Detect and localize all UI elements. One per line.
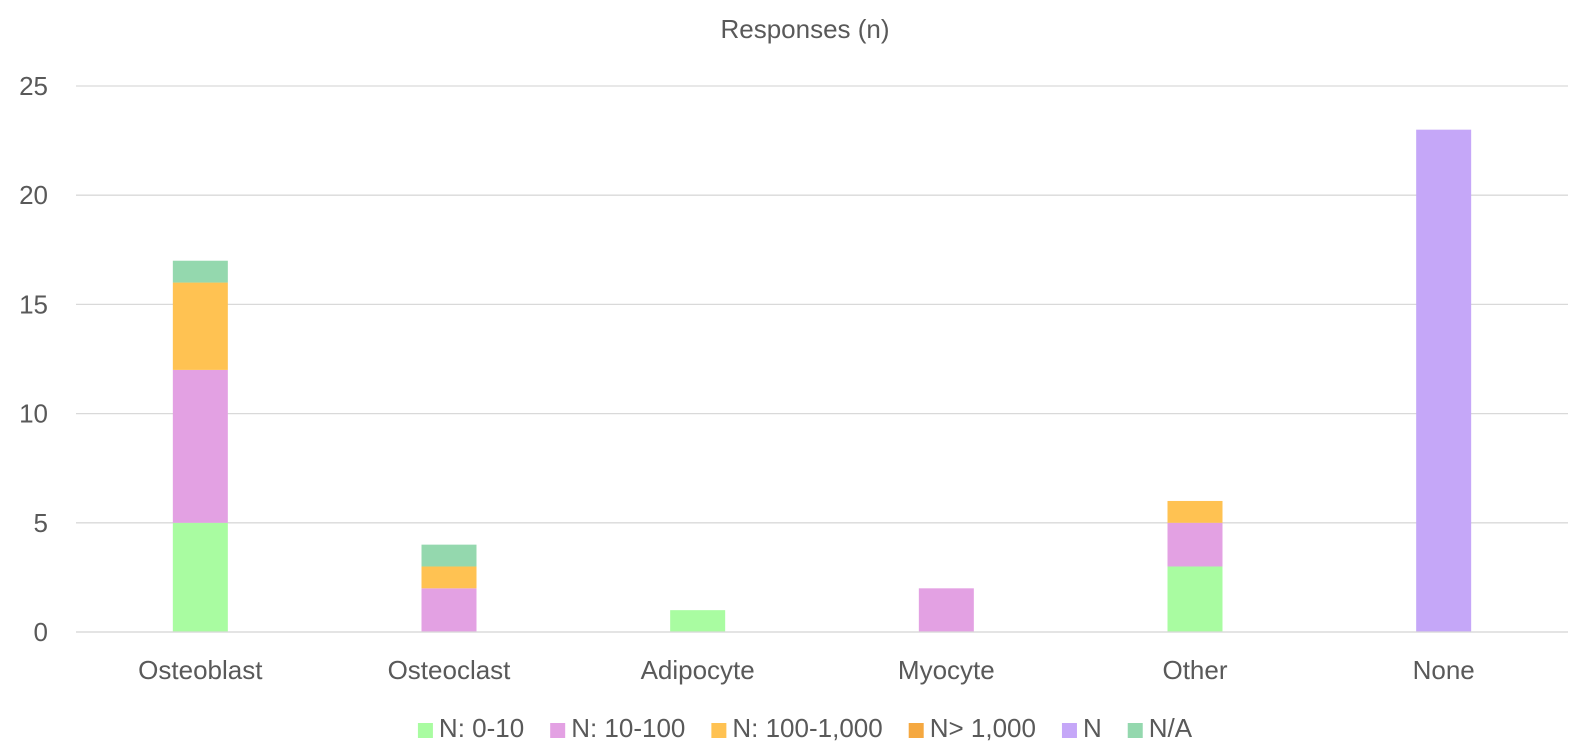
bar-segment-osteoblast-n-0-10 bbox=[172, 522, 228, 632]
bar-segment-other-n-100-1-000 bbox=[1167, 500, 1223, 523]
legend-item-n-100-1-000: N: 100-1,000 bbox=[711, 713, 883, 743]
legend-label: N/A bbox=[1149, 713, 1193, 743]
bar-segment-other-n-10-100 bbox=[1167, 522, 1223, 567]
legend-item-n-10-100: N: 10-100 bbox=[550, 713, 685, 743]
x-tick-label: Adipocyte bbox=[641, 655, 755, 685]
bar-segment-osteoblast-n-a bbox=[172, 260, 228, 283]
legend-label: N: 10-100 bbox=[571, 713, 685, 743]
bar-segment-adipocyte-n-0-10 bbox=[670, 610, 726, 632]
legend: N: 0-10 N: 10-100 N: 100-1,000 N> 1,000 N N/A bbox=[417, 713, 1193, 743]
x-tick-label: Other bbox=[1162, 655, 1227, 685]
legend-label: N bbox=[1083, 713, 1102, 743]
bar-segment-osteoblast-n-100-1-000 bbox=[172, 282, 228, 370]
x-tick-label: None bbox=[1413, 655, 1475, 685]
y-tick-label: 5 bbox=[34, 508, 48, 538]
legend-swatch bbox=[711, 723, 727, 738]
x-tick-label: Myocyte bbox=[898, 655, 995, 685]
legend-item-n-0-10: N: 0-10 bbox=[417, 713, 524, 743]
legend-swatch bbox=[1061, 723, 1077, 738]
bar-segment-osteoclast-n-100-1-000 bbox=[421, 566, 477, 589]
bar-segment-other-n-0-10 bbox=[1167, 566, 1223, 632]
y-axis-ticks: 0 5 10 15 20 25 bbox=[19, 71, 48, 647]
gridlines bbox=[76, 85, 1568, 633]
y-tick-label: 10 bbox=[19, 399, 48, 429]
bar-segment-none-n bbox=[1416, 129, 1472, 632]
y-tick-label: 20 bbox=[19, 180, 48, 210]
legend-item-n-1-000: N> 1,000 bbox=[908, 713, 1036, 743]
legend-label: N> 1,000 bbox=[930, 713, 1036, 743]
x-tick-label: Osteoblast bbox=[138, 655, 263, 685]
chart-title: Responses (n) bbox=[720, 14, 889, 44]
bar-segment-osteoclast-n-a bbox=[421, 544, 477, 567]
bar-segment-myocyte-n-10-100 bbox=[918, 588, 974, 632]
legend-item-n: N bbox=[1061, 713, 1102, 743]
y-tick-label: 25 bbox=[19, 71, 48, 101]
legend-item-n-a: N/A bbox=[1127, 713, 1193, 743]
legend-swatch bbox=[908, 723, 924, 738]
legend-swatch bbox=[1127, 723, 1143, 738]
x-tick-label: Osteoclast bbox=[388, 655, 512, 685]
y-tick-label: 0 bbox=[34, 617, 48, 647]
bars bbox=[76, 129, 1568, 633]
y-tick-label: 15 bbox=[19, 289, 48, 319]
bar-segment-osteoclast-n-10-100 bbox=[421, 588, 477, 632]
legend-swatch bbox=[417, 723, 433, 738]
x-axis-ticks: Osteoblast Osteoclast Adipocyte Myocyte Othe… bbox=[138, 655, 1475, 685]
legend-swatch bbox=[550, 723, 566, 738]
legend-label: N: 0-10 bbox=[439, 713, 524, 743]
bar-segment-osteoblast-n-10-100 bbox=[172, 369, 228, 523]
legend-label: N: 100-1,000 bbox=[732, 713, 882, 743]
